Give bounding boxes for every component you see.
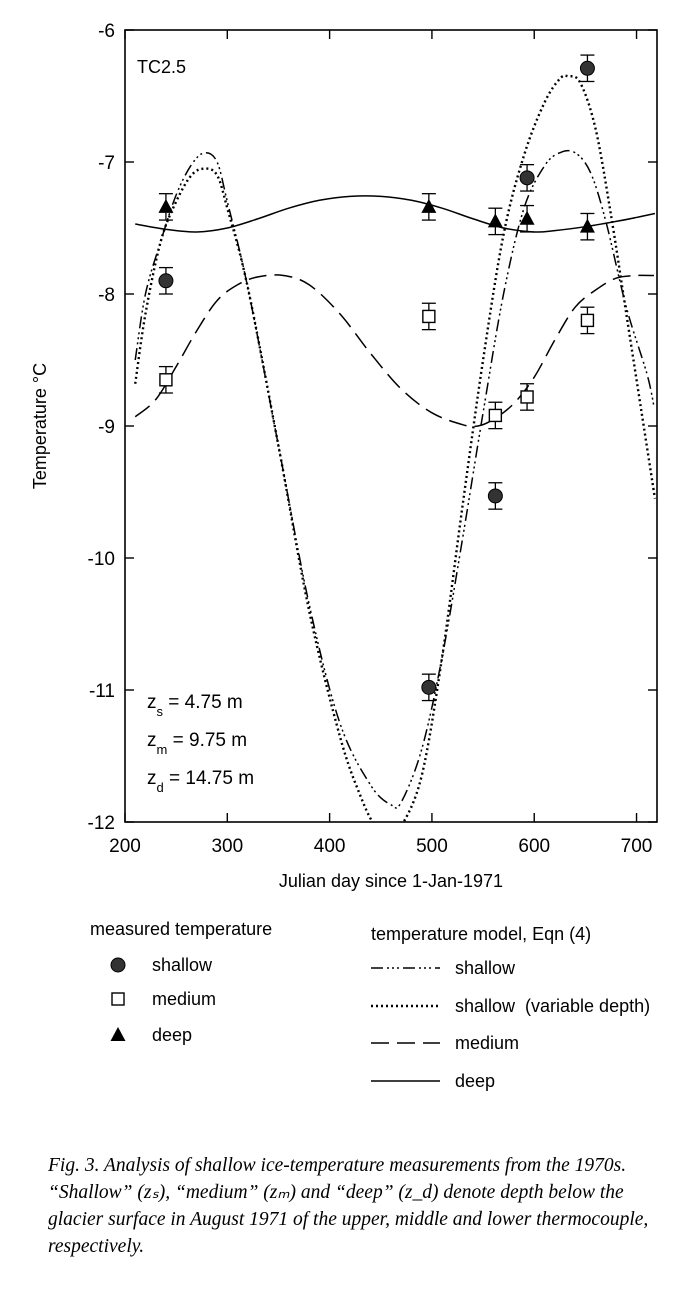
- point-shallow: [519, 170, 535, 186]
- x-axis-label: Julian day since 1-Jan-1971: [279, 871, 503, 891]
- y-tick-label: -11: [89, 681, 115, 702]
- legend-measured-item: deep: [152, 1025, 192, 1045]
- model-line-shallow-variable-depth: [134, 74, 657, 822]
- point-shallow: [158, 273, 174, 289]
- figure-caption: Fig. 3. Analysis of shallow ice-temperat…: [48, 1155, 649, 1257]
- point-medium: [422, 309, 436, 324]
- point-deep: [158, 198, 174, 213]
- y-tick-label: -8: [98, 285, 115, 306]
- y-tick-label: -9: [98, 417, 115, 438]
- legend-marker-shallow: [110, 957, 126, 973]
- point-medium: [520, 390, 534, 404]
- legend-model-item: shallow: [455, 958, 516, 978]
- legend-measured-item: shallow: [152, 955, 213, 975]
- point-shallow: [487, 488, 503, 504]
- model-line-deep: [135, 195, 656, 233]
- point-medium: [159, 373, 173, 387]
- model-line-medium: [134, 274, 654, 428]
- legend-model-item: shallow (variable depth): [455, 996, 650, 1016]
- y-tick-label: -10: [88, 549, 115, 570]
- point-medium: [488, 408, 503, 423]
- legend-measured-item: medium: [152, 989, 216, 1009]
- y-tick-label: -6: [98, 21, 115, 42]
- y-axis-label: Temperature °C: [30, 363, 50, 489]
- legend-marker-medium: [111, 992, 125, 1006]
- chart: 200 300 400 500 600 700 -12 -11 -10 -9 -8 -7 -6 TC2.…: [30, 21, 658, 1091]
- point-deep: [487, 213, 503, 228]
- x-tick-label: 400: [314, 836, 346, 857]
- y-tick-label: -12: [88, 813, 115, 834]
- point-medium: [580, 313, 595, 328]
- legend-marker-deep: [110, 1027, 126, 1041]
- x-tick-label: 300: [211, 836, 243, 857]
- y-tick-label: -7: [98, 153, 115, 174]
- depth-annotation-d: zd = 14.75 m: [147, 768, 254, 795]
- legend-model-item: deep: [455, 1071, 495, 1091]
- depth-annotation-m: zm = 9.75 m: [147, 730, 247, 757]
- point-shallow: [421, 679, 437, 695]
- legend-measured-title: measured temperature: [90, 919, 272, 939]
- legend-model-title: temperature model, Eqn (4): [371, 924, 591, 944]
- point-deep: [519, 210, 535, 225]
- x-tick-label: 500: [416, 836, 448, 857]
- depth-annotation-s: zs = 4.75 m: [147, 692, 243, 719]
- x-tick-label: 700: [621, 836, 653, 857]
- legend-model-item: medium: [455, 1033, 519, 1053]
- point-shallow: [579, 60, 595, 76]
- point-deep: [421, 198, 437, 213]
- panel-label: TC2.5: [137, 57, 186, 77]
- model-line-shallow: [134, 149, 655, 809]
- point-deep: [579, 218, 595, 233]
- x-tick-label: 600: [518, 836, 550, 857]
- x-tick-label: 200: [109, 836, 141, 857]
